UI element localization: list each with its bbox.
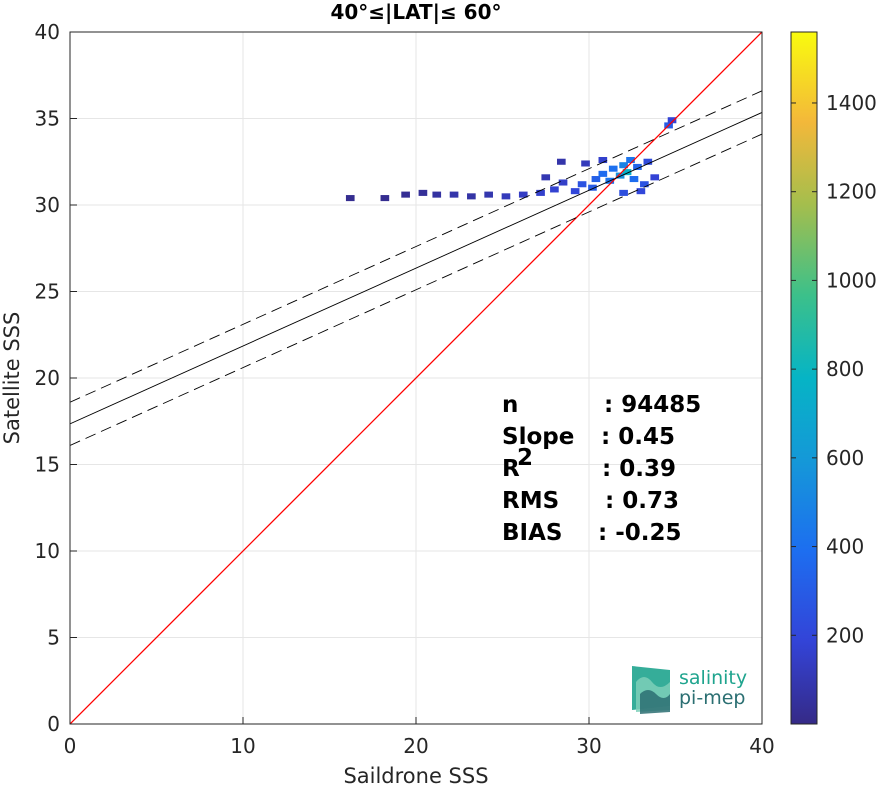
density-cell — [570, 188, 580, 195]
x-axis-ticks: 0 10 20 30 40 — [64, 717, 775, 758]
colorbar-tick-label: 1000 — [826, 268, 877, 292]
density-cell — [345, 195, 355, 202]
density-cell — [608, 165, 618, 172]
density-cell — [467, 193, 476, 200]
identity-line — [70, 32, 762, 724]
x-tick-label: 20 — [403, 734, 428, 758]
reference-lines — [70, 32, 762, 724]
stat-label: R — [502, 456, 520, 482]
stat-label-superscript: 2 — [517, 445, 533, 471]
y-tick-label: 20 — [35, 366, 60, 390]
density-cell — [418, 189, 428, 196]
density-cell — [598, 170, 608, 177]
colorbar-ticks: 200 400 600 800 1000 1200 1400 — [791, 91, 877, 647]
density-cell — [581, 160, 590, 167]
chart-title: 40°≤|LAT|≤ 60° — [330, 0, 501, 24]
upper-bound-line — [70, 90, 762, 403]
stat-value: : 94485 — [604, 392, 701, 418]
x-tick-label: 30 — [576, 734, 601, 758]
lower-bound-line — [70, 133, 762, 446]
salinity-pi-mep-logo: salinity pi-mep — [632, 666, 747, 714]
density-cell — [650, 174, 660, 181]
y-tick-label: 5 — [47, 626, 60, 650]
stat-value: : 0.45 — [601, 424, 675, 450]
x-tick-label: 0 — [64, 734, 77, 758]
logo-text-line2: pi-mep — [679, 687, 745, 709]
stat-value: : 0.73 — [605, 488, 679, 514]
density-cell — [558, 179, 568, 186]
density-cell — [640, 181, 649, 188]
density-cell — [619, 162, 628, 169]
colorbar-tick-label: 200 — [826, 623, 864, 647]
y-tick-label: 0 — [47, 712, 60, 736]
y-tick-label: 10 — [35, 539, 60, 563]
density-cell — [636, 188, 646, 195]
y-tick-label: 35 — [35, 107, 60, 131]
colorbar-tick-label: 1200 — [826, 180, 877, 204]
density-cell — [615, 172, 625, 179]
density-cell — [643, 158, 653, 165]
stat-value: : 0.39 — [602, 456, 676, 482]
density-cell — [449, 191, 459, 198]
colorbar-tick-label: 1400 — [826, 91, 877, 115]
density-cell — [556, 158, 566, 165]
density-cell — [401, 191, 410, 198]
density-cell — [598, 156, 608, 164]
colorbar-tick-label: 800 — [826, 357, 864, 381]
density-cell — [577, 181, 587, 188]
y-tick-label: 40 — [35, 20, 60, 44]
x-tick-label: 10 — [230, 734, 255, 758]
y-axis-label: Satellite SSS — [0, 312, 24, 445]
stat-label: n — [502, 392, 518, 418]
y-tick-label: 30 — [35, 193, 60, 217]
colorbar — [790, 31, 818, 725]
density-cell — [518, 191, 528, 198]
density-cell — [541, 174, 551, 181]
density-cell — [484, 191, 493, 198]
density-cell — [380, 195, 390, 202]
density-cell — [588, 184, 597, 191]
y-tick-label: 15 — [35, 453, 60, 477]
x-axis-label: Saildrone SSS — [343, 764, 488, 786]
stat-label: RMS — [502, 488, 559, 514]
x-tick-label: 40 — [749, 734, 774, 758]
logo-text-line1: salinity — [679, 667, 747, 689]
colorbar-tick-label: 400 — [826, 535, 864, 559]
density-cell — [667, 117, 677, 124]
y-axis-ticks: 0 5 10 15 20 25 30 35 40 — [35, 20, 77, 736]
stat-value: : -0.25 — [598, 520, 682, 546]
density-cell — [536, 189, 545, 196]
density-cell — [626, 156, 635, 164]
regression-line — [70, 112, 762, 425]
density-cell — [629, 176, 639, 183]
density-cell — [591, 176, 601, 183]
density-cell — [550, 186, 559, 193]
density-cell — [501, 193, 511, 200]
density-cell — [622, 169, 632, 176]
statistics-annotation: n : 94485 Slope : 0.45 R2 : 0.39 RMS : 0.73 BIAS… — [502, 392, 701, 546]
density-cell — [432, 191, 442, 198]
stat-label: BIAS — [502, 520, 562, 546]
colorbar-tick-label: 600 — [826, 446, 864, 470]
y-tick-label: 25 — [35, 280, 60, 304]
stat-label: Slope — [502, 424, 574, 450]
density-cell — [619, 189, 628, 196]
density-cell — [633, 163, 642, 170]
